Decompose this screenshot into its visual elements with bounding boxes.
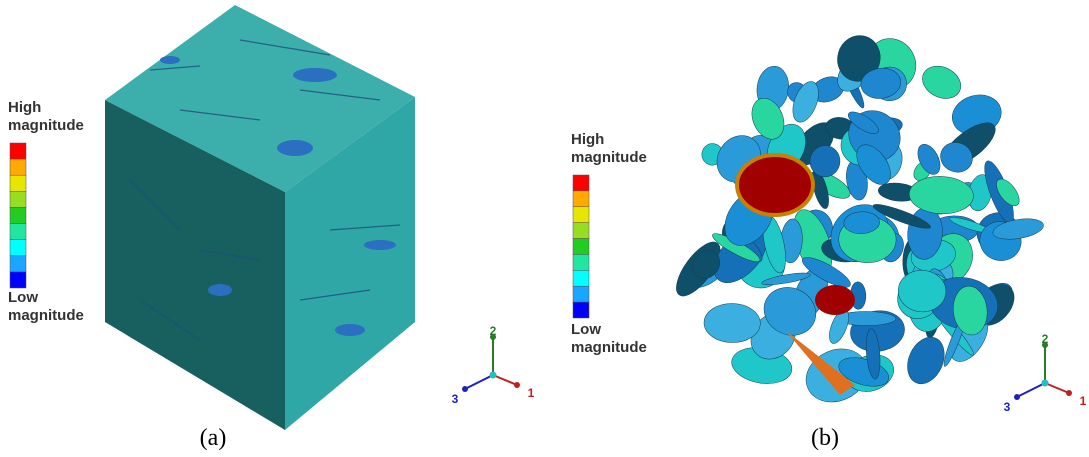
colorbar-segment [573,302,589,318]
triad-axis [1045,383,1069,393]
triad-arrowhead [514,382,520,388]
figure: HighmagnitudeLowmagnitude213(a)Highmagni… [0,0,1089,457]
colorbar-segment [573,286,589,302]
colorbar-segment [573,175,589,191]
colorbar-segment [10,175,26,191]
triad-label: 1 [528,386,535,400]
colorbar-segment [573,254,589,270]
legend-label: magnitude [571,149,647,166]
legend-label: Low [8,289,38,306]
colorbar-segment [10,224,26,240]
caption: (a) [200,425,227,451]
legend-label: Low [571,321,601,338]
triad-label: 2 [1042,332,1049,346]
colorbar-segment [573,239,589,255]
triad-label: 1 [1080,394,1087,408]
colorbar-segment [10,143,26,159]
legend-label: magnitude [8,117,84,134]
colorbar-segment [573,223,589,239]
triad-label: 3 [452,392,459,406]
disk [917,60,966,105]
caption: (b) [811,425,839,451]
triad-arrowhead [1066,390,1072,396]
legend-label: High [571,131,604,148]
triad-origin [1042,380,1049,387]
triad-arrowhead [462,386,468,392]
triad-axis [465,375,493,389]
triad-origin [490,372,497,379]
colorbar-segment [10,240,26,256]
disk [901,331,952,389]
legend-label: magnitude [8,307,84,324]
legend-label: High [8,99,41,116]
disk [704,303,761,343]
colorbar-segment [10,272,26,288]
triad-label: 3 [1004,400,1011,414]
triad-arrowhead [1014,394,1020,400]
disk [908,175,974,215]
disk-cloud [669,30,1045,412]
colorbar-segment [573,270,589,286]
colorbar-segment [573,191,589,207]
cube [105,5,415,430]
triad-axis [1017,383,1045,397]
triad-axis [493,375,517,385]
legend-label: magnitude [571,339,647,356]
disk [737,155,813,215]
triad-label: 2 [490,324,497,338]
colorbar-segment [573,207,589,223]
colorbar-segment [10,207,26,223]
colorbar-segment [10,256,26,272]
colorbar-segment [10,159,26,175]
disk [815,285,855,315]
colorbar-segment [10,191,26,207]
